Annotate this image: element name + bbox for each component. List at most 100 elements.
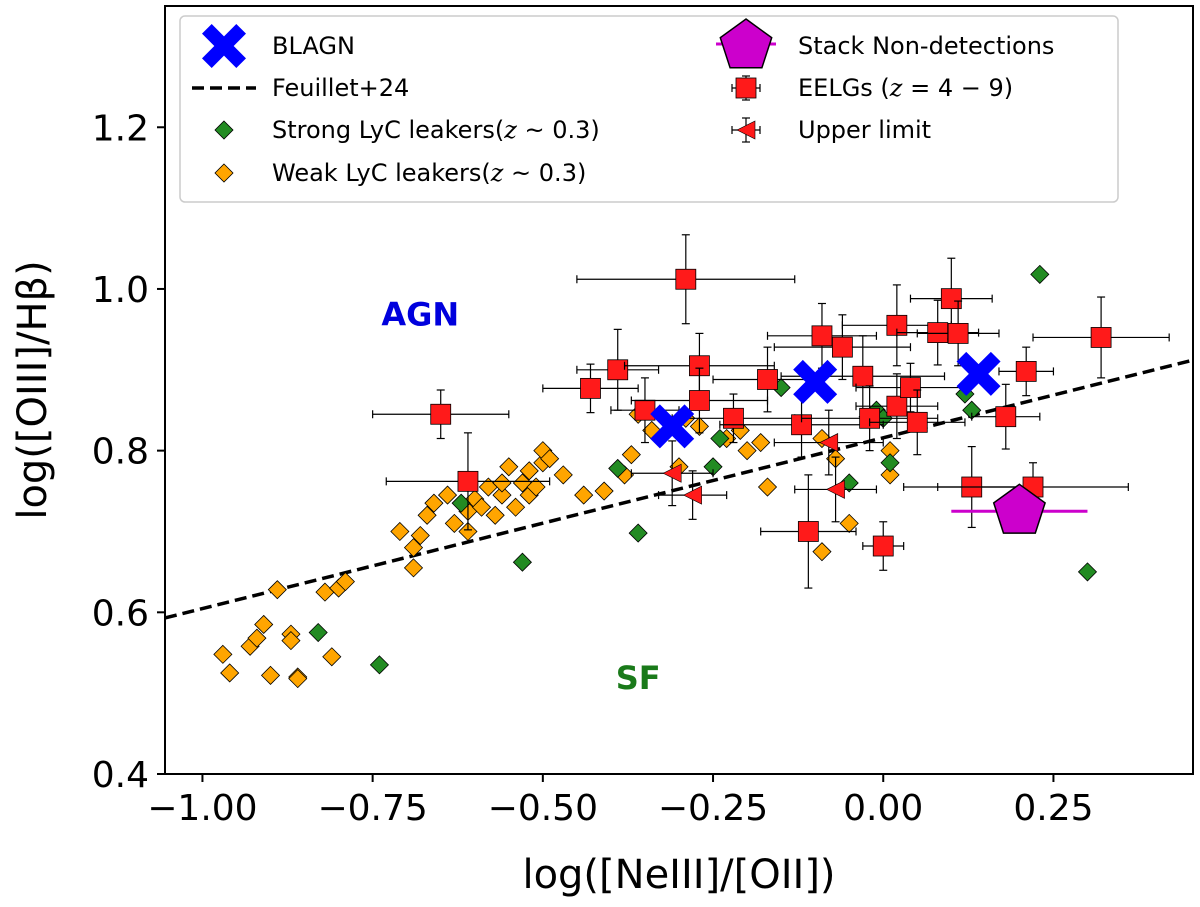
legend-item-6: Upper limit	[731, 116, 931, 144]
eelg-point-16	[872, 535, 894, 557]
weak-leaker-point-35	[519, 461, 539, 481]
weak-leaker-point-15	[390, 521, 410, 542]
weak-leaker-point-60	[880, 465, 900, 485]
weak-leaker-point-14	[335, 572, 355, 592]
region-label-sf: SF	[616, 659, 661, 697]
weak-leaker-point-31	[499, 457, 519, 477]
eelg-point-12	[811, 325, 833, 347]
weak-leaker-point-57	[839, 513, 859, 533]
eelg-point-20	[906, 411, 928, 433]
weak-leaker-point-4	[254, 614, 274, 635]
blagn-point-2	[956, 351, 1001, 396]
eelg-point-11	[797, 521, 819, 542]
eelg-point-7	[689, 390, 710, 411]
weak-leaker-point-33	[512, 473, 532, 493]
weak-leaker-point-10	[288, 669, 308, 689]
legend-item-3: Weak LyC leakers(z ~ 0.3)	[214, 159, 586, 187]
weak-leaker-point-18	[410, 525, 430, 546]
eelg-point-19	[900, 377, 921, 398]
upper-limit-point-0	[662, 463, 682, 483]
weak-leaker-point-6	[267, 580, 287, 600]
legend-swatch-6	[736, 120, 756, 140]
strong-leaker-point-1	[369, 655, 390, 675]
blagn-point-1	[793, 359, 838, 404]
legend-swatch-0	[202, 24, 246, 68]
x-tick-label-5: 0.25	[1013, 788, 1093, 829]
eelg-point-14	[852, 365, 874, 387]
weak-leaker-point-40	[553, 465, 573, 485]
eelg-point-25	[995, 406, 1017, 428]
legend-box	[179, 15, 1119, 203]
eelg-point-22	[940, 288, 962, 310]
plot-layer	[165, 234, 1193, 689]
x-axis-label: log([NeIII]/[OII])	[522, 852, 835, 898]
eelg-point-28	[1090, 327, 1112, 348]
weak-leaker-point-22	[444, 513, 464, 533]
legend-swatch-4	[719, 18, 773, 69]
eelg-point-3	[607, 359, 629, 381]
y-tick-label-2: 0.8	[92, 432, 149, 473]
weak-leaker-point-17	[403, 538, 424, 558]
eelg-point-15	[859, 407, 881, 429]
legend-label-5: EELGs (z = 4 − 9)	[798, 74, 1013, 102]
legend-swatch-3	[214, 163, 234, 183]
x-tick-label-1: −0.75	[317, 788, 427, 829]
weak-leaker-point-42	[594, 481, 614, 501]
legend-item-2: Strong LyC leakers(z ~ 0.3)	[214, 116, 600, 144]
eelg-point-9	[757, 369, 778, 390]
weak-leaker-point-44	[621, 445, 641, 465]
weak-leaker-point-12	[322, 647, 342, 667]
eelg-point-23	[947, 323, 969, 344]
legend-item-0: BLAGN	[202, 24, 355, 68]
plot-frame	[164, 5, 1194, 775]
y-axis-label: log([OIII]/Hβ)	[10, 260, 56, 519]
y-tick-label-4: 1.2	[92, 108, 149, 149]
weak-leaker-point-52	[737, 441, 757, 461]
weak-leaker-point-29	[492, 485, 512, 505]
tick-layer: −1.00 −0.75 −0.50 −0.25 0.00 0.25 0.4 0.6 0.8 1.0…	[92, 108, 1094, 829]
weak-leaker-point-32	[506, 497, 526, 517]
weak-leaker-point-8	[281, 631, 301, 651]
x-tick-label-2: −0.50	[488, 788, 598, 829]
strong-leaker-point-16	[1077, 562, 1098, 582]
eelg-point-21	[927, 322, 949, 344]
region-label-agn: AGN	[381, 295, 459, 333]
legend-label-3: Weak LyC leakers(z ~ 0.3)	[272, 159, 586, 187]
weak-leaker-point-53	[751, 432, 771, 453]
x-tick-label-3: −0.25	[658, 788, 768, 829]
weak-leaker-point-20	[424, 493, 444, 513]
feuillet-line	[165, 358, 1193, 620]
y-tick-label-3: 1.0	[92, 270, 149, 311]
weak-leaker-point-1	[220, 663, 240, 683]
upper-limit-point-2	[825, 479, 845, 499]
weak-leaker-point-28	[485, 505, 505, 525]
weak-leaker-point-41	[574, 485, 594, 505]
weak-leaker-point-11	[315, 582, 335, 602]
eelg-point-1	[457, 470, 479, 492]
legend-item-5: EELGs (z = 4 − 9)	[731, 74, 1013, 102]
weak-leaker-point-3	[247, 628, 267, 648]
legend-item-1: Feuillet+24	[192, 74, 409, 102]
weak-leaker-point-16	[403, 558, 424, 578]
upper-limit-point-1	[682, 485, 702, 505]
strong-leaker-point-15	[1030, 264, 1050, 284]
blagn-point-0	[650, 404, 695, 449]
eelg-point-0	[430, 403, 452, 425]
legend: BLAGN Feuillet+24 Strong LyC leakers(z ~ 0…	[179, 15, 1119, 203]
legend-label-2: Strong LyC leakers(z ~ 0.3)	[272, 116, 600, 144]
legend-label-1: Feuillet+24	[272, 74, 409, 102]
region-labels: AGN SF	[381, 295, 660, 697]
y-tick-label-0: 0.4	[92, 755, 149, 796]
legend-label-4: Stack Non-detections	[798, 32, 1054, 60]
legend-label-0: BLAGN	[272, 32, 355, 60]
strong-leaker-point-7	[710, 428, 730, 449]
weak-leaker-point-39	[540, 449, 560, 469]
strong-leaker-point-12	[880, 453, 900, 473]
weak-leaker-point-30	[492, 473, 512, 493]
legend-swatch-2	[214, 120, 234, 140]
legend-label-6: Upper limit	[798, 116, 931, 144]
weak-leaker-point-19	[417, 505, 437, 525]
eelg-point-26	[1015, 361, 1037, 382]
x-tick-label-0: −1.00	[147, 788, 257, 829]
